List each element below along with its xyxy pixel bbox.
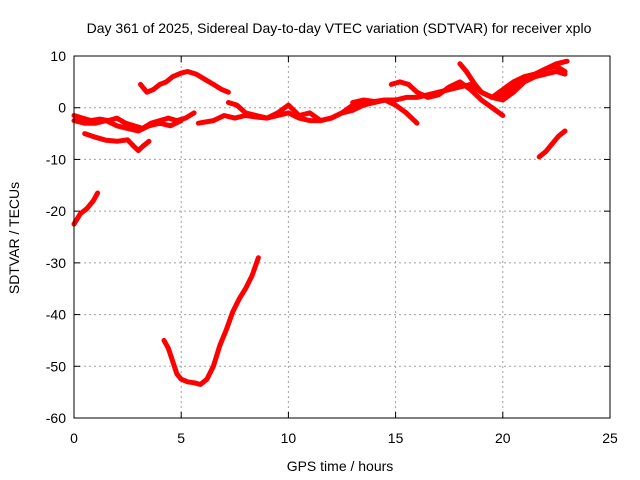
x-axis-label: GPS time / hours — [287, 458, 394, 474]
x-tick-label: 25 — [602, 430, 618, 446]
x-tick-label: 0 — [70, 430, 78, 446]
y-tick-label: -20 — [46, 203, 66, 219]
series-line-arc-late-low — [536, 128, 568, 160]
series-line-arc-dip — [161, 255, 261, 387]
series-line-arc-morning-hump — [138, 69, 231, 95]
series-line-arc-evening-peak — [457, 61, 568, 103]
series-line-arc-early-lower — [71, 118, 184, 134]
series-line-arc-low-start — [71, 190, 101, 227]
y-tick-label: 0 — [58, 100, 66, 116]
y-tick-label: -40 — [46, 307, 66, 323]
y-tick-label: -30 — [46, 255, 66, 271]
y-tick-label: -60 — [46, 410, 66, 426]
y-tick-label: 10 — [50, 48, 66, 64]
series-line-arc-midday — [195, 97, 388, 126]
series-line-arc-afternoon-2 — [388, 79, 506, 118]
plot-frame — [73, 55, 611, 419]
x-tick-label: 20 — [495, 430, 511, 446]
y-tick-label: -10 — [46, 151, 66, 167]
x-tick-label: 15 — [388, 430, 404, 446]
chart-title: Day 361 of 2025, Sidereal Day-to-day VTE… — [87, 20, 592, 36]
axis-ticks: 0 5 10 15 20 25 -60 -50 -40 -30 -20 -10 0 10 — [46, 48, 618, 446]
series-line-arc-early-minus5 — [82, 131, 152, 154]
series-line-arc-early-baseline — [71, 110, 197, 131]
data-series — [71, 58, 570, 387]
x-tick-label: 10 — [281, 430, 297, 446]
y-tick-label: -50 — [46, 358, 66, 374]
series-line-arc-evening-late — [489, 63, 568, 100]
series-line-arc-midday-hi — [225, 97, 420, 126]
y-axis-label: SDTVAR / TECUs — [6, 182, 22, 294]
x-tick-label: 5 — [177, 430, 185, 446]
